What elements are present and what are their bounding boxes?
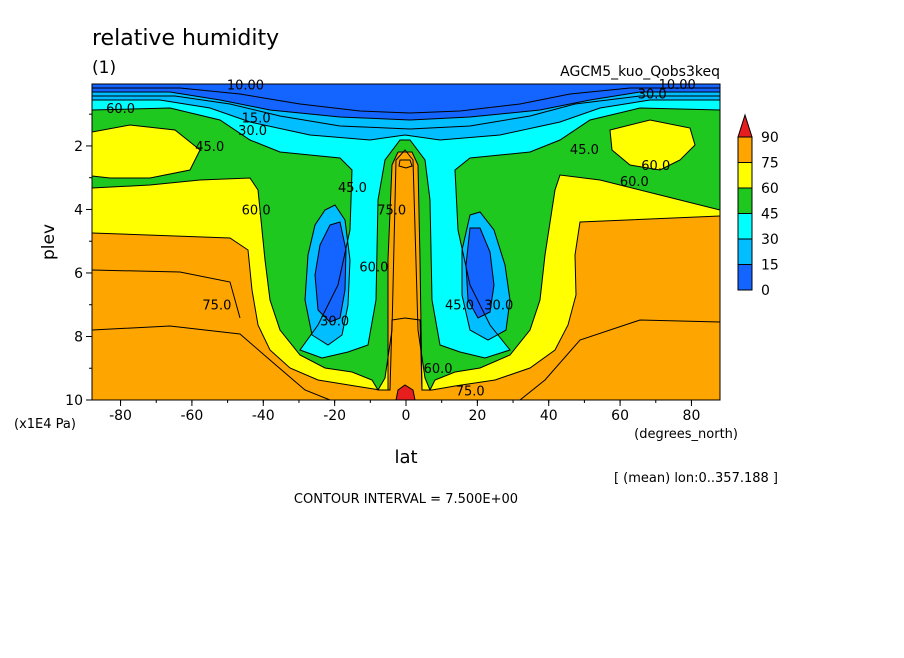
contour-line [519, 319, 720, 400]
contour-line [398, 159, 413, 169]
contour-label: 10.00 [659, 78, 696, 93]
contour-label: 60.0 [641, 159, 670, 174]
contour-label: 45.0 [195, 140, 224, 155]
colorbar-label: 60 [761, 181, 779, 197]
colorbar-swatch [737, 238, 753, 265]
averaging-note: [ (mean) lon:0..357.188 ] [614, 471, 778, 486]
colorbar-arrow [737, 113, 753, 138]
contour-line [465, 227, 495, 319]
contour-line [92, 215, 720, 391]
contour-line [92, 107, 720, 359]
colorbar-swatch [737, 162, 753, 189]
contour-label: 30.0 [484, 299, 513, 314]
colorbar-label: 0 [761, 283, 770, 299]
contour-line [609, 119, 696, 171]
colorbar-swatch [737, 264, 753, 291]
x-axis-units: (degrees_north) [634, 427, 738, 442]
x-tick-label: -60 [180, 408, 203, 424]
contour-label: 75.0 [377, 203, 406, 218]
band-75-90-column [388, 152, 422, 390]
contour-label: 60.0 [620, 175, 649, 190]
contour-line [387, 151, 423, 391]
y-axis-units: (x1E4 Pa) [14, 417, 76, 432]
y-tick-label: 10 [65, 393, 83, 409]
contour-line [92, 99, 720, 141]
experiment-label: AGCM5_kuo_Qobs3keq [560, 64, 720, 80]
y-tick-label: 8 [74, 329, 83, 345]
contour-label-layer: 10.0015.030.045.060.060.075.045.030.060.… [106, 78, 696, 399]
chart-subtitle: (1) [92, 58, 116, 78]
axes-layer: -80 -60 -40 -20 0 20 40 60 80 2 4 6 8 10 [65, 113, 701, 424]
colorbar-label: 15 [761, 258, 779, 274]
colorbar-swatch [737, 136, 753, 163]
contour-label: 30.0 [638, 88, 667, 103]
band-45-60 [92, 84, 720, 390]
x-tick-label: 20 [468, 408, 486, 424]
contour-line-layer [92, 87, 720, 400]
band-0-15-left-core [315, 222, 346, 322]
contour-label: 30.0 [320, 315, 349, 330]
contour-line [92, 87, 720, 114]
contour-interval: CONTOUR INTERVAL = 7.500E+00 [294, 492, 518, 507]
contour-label: 75.0 [456, 384, 485, 399]
colorbar-swatch [737, 187, 753, 214]
colorbar-label: 75 [761, 156, 779, 172]
y-axis-title: plev [39, 224, 59, 260]
x-tick-label: 60 [611, 408, 629, 424]
contour-line [92, 325, 331, 400]
x-tick-label: 80 [683, 408, 701, 424]
x-tick-label: -40 [252, 408, 275, 424]
colorbar-label: 45 [761, 207, 779, 223]
contour-label: 45.0 [570, 143, 599, 158]
colorbar-label: 90 [761, 130, 779, 146]
contour-label: 60.0 [424, 362, 453, 377]
y-tick-label: 2 [74, 139, 83, 155]
contour-label: 60.0 [359, 261, 388, 276]
x-axis-title: lat [394, 447, 417, 468]
contour-line [304, 204, 351, 346]
contour-label: 45.0 [338, 181, 367, 196]
contour-line [92, 149, 720, 392]
contour-fill-layer [92, 84, 720, 400]
band-0-15-right-core [466, 228, 494, 318]
colorbar-label: 30 [761, 232, 779, 248]
contour-label: 10.00 [227, 79, 264, 94]
band-60-75-upper-left [92, 125, 200, 178]
band-0-15 [92, 84, 720, 120]
contour-line [461, 211, 511, 341]
band-60-75-upper-right [610, 120, 695, 170]
contour-label: 15.0 [242, 111, 271, 126]
band-30-45 [92, 84, 720, 358]
colorbar-swatch [737, 213, 753, 240]
contour-label: 60.0 [242, 203, 271, 218]
x-tick-label: -20 [323, 408, 346, 424]
contour-line [92, 269, 241, 319]
contour-line [314, 221, 347, 323]
contour-label: 60.0 [106, 102, 135, 117]
contour-line [92, 124, 201, 179]
chart-title: relative humidity [92, 26, 279, 51]
y-tick-label: 4 [74, 202, 83, 218]
contour-line [92, 95, 720, 130]
x-tick-label: 40 [540, 408, 558, 424]
colorbar: 90 75 60 45 30 15 0 [737, 113, 779, 299]
contour-label: 30.0 [238, 124, 267, 139]
contour-label: 75.0 [202, 299, 231, 314]
y-tick-label: 6 [74, 266, 83, 282]
contour-line [92, 91, 720, 121]
contour-line [395, 384, 416, 400]
x-tick-label: -80 [109, 408, 132, 424]
contour-label: 45.0 [445, 299, 474, 314]
x-tick-label: 0 [402, 408, 411, 424]
